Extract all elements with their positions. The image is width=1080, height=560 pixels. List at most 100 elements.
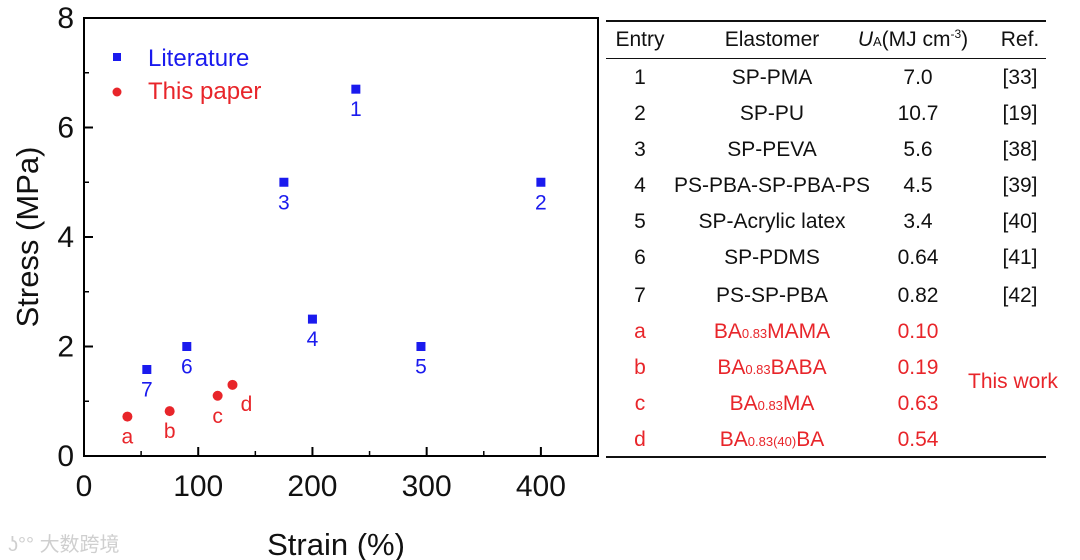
rowb-el-post: BABA [770,356,827,379]
rowd-el-post: BA [796,428,825,451]
table-top-rule [606,20,1046,22]
x-tick-label: 400 [516,470,566,503]
row1-ref: [33] [1002,66,1038,89]
point-label-1: 1 [350,98,362,121]
row7-entry: 7 [634,284,646,307]
row6-ref: [41] [1002,246,1038,269]
row3-elastomer: SP-PEVA [727,138,817,161]
point-7 [142,364,152,374]
row4-ref: [39] [1002,174,1038,197]
rowd-ua: 0.54 [897,428,939,451]
point-c [212,390,223,401]
watermark: ʖ°° 大数跨境 [8,528,120,557]
this-work-label: This work [968,370,1058,393]
point-label-5: 5 [415,356,427,379]
rowc-el-post: MA [782,392,815,415]
point-4 [307,314,317,324]
header-ref: Ref. [1000,28,1040,51]
y-axis-label: Stress (MPa) [10,147,45,328]
point-3 [279,177,289,187]
row5-ua: 3.4 [903,210,933,233]
y-tick-label: 8 [57,2,74,35]
row7-elastomer: PS-SP-PBA [715,284,829,307]
row4-elastomer: PS-PBA-SP-PBA-PS [673,174,871,197]
row1-ua: 7.0 [903,66,933,89]
rowa-ua: 0.10 [897,320,939,343]
row5-elastomer: SP-Acrylic latex [698,210,846,233]
point-label-3: 3 [278,191,290,214]
point-label-a: a [122,426,134,449]
legend-label-literature: Literature [148,45,249,72]
row4-entry: 4 [634,174,646,197]
rowd-el-sub: 0.83(40) [747,434,797,449]
header-ua-sup: -3 [950,27,962,41]
rowc-elastomer: BA0.83MA [730,392,815,416]
y-tick-label: 0 [57,440,74,473]
row7-ua: 0.82 [897,284,939,307]
row2-ua: 10.7 [897,102,939,125]
row3-ref: [38] [1002,138,1038,161]
table-bottom-rule [606,456,1046,458]
rowb-entry: b [634,356,646,379]
row6-ua: 0.64 [897,246,939,269]
rowa-el-post: MAMA [767,320,831,343]
row6-elastomer: SP-PDMS [724,246,820,269]
x-tick-label: 300 [402,470,452,503]
scatter-chart: 0 100 200 300 400 0 2 4 6 8 Strain (%) Stress (MPa)… [10,2,599,560]
header-ua-symbol: U [857,28,873,51]
rowc-el-sub: 0.83 [757,398,783,413]
header-ua: UA(MJ cm-3) [858,28,968,52]
header-elastomer: Elastomer [724,28,820,51]
rowd-elastomer: BA0.83(40)BA [720,428,824,452]
row5-entry: 5 [634,210,646,233]
point-label-d: d [241,393,253,416]
point-label-6: 6 [181,356,193,379]
rowa-el-sub: 0.83 [741,326,768,341]
row2-ref: [19] [1002,102,1038,125]
legend-label-this-paper: This paper [148,78,261,105]
point-1 [351,84,361,94]
rowb-el-pre: BA [717,356,746,379]
watermark-text: 大数跨境 [39,534,120,556]
point-5 [416,342,426,351]
y-tick-label: 6 [57,112,74,145]
point-a [122,411,133,422]
header-ua-close: ) [961,28,969,51]
rowc-ua: 0.63 [897,392,939,415]
header-ua-sub: A [873,34,882,49]
y-tick-label: 4 [57,221,74,254]
header-entry: Entry [615,28,665,51]
rowb-el-sub: 0.83 [745,362,771,377]
rowa-elastomer: BA0.83MAMA [714,320,830,344]
table-header-rule [606,58,1046,59]
y-tick-label: 2 [57,331,74,364]
row3-entry: 3 [634,138,646,161]
rowd-el-pre: BA [719,428,748,451]
point-2 [536,177,546,187]
point-label-4: 4 [307,328,319,351]
point-label-b: b [164,420,176,443]
watermark-logo-icon: ʖ°° [8,534,34,556]
x-axis-label: Strain (%) [267,527,405,560]
x-tick-label: 100 [173,470,223,503]
x-tick-label: 0 [76,470,93,503]
header-ua-unit: (MJ cm [881,28,951,51]
row6-entry: 6 [634,246,646,269]
row2-elastomer: SP-PU [739,102,805,125]
row4-ua: 4.5 [903,174,933,197]
rowc-el-pre: BA [729,392,758,415]
row1-elastomer: SP-PMA [731,66,813,89]
point-label-2: 2 [535,191,547,214]
point-label-7: 7 [141,378,153,401]
row7-ref: [42] [1002,284,1038,307]
rowb-elastomer: BA0.83BABA [717,356,826,380]
rowd-entry: d [634,428,646,451]
point-label-c: c [212,405,223,428]
row3-ua: 5.6 [903,138,933,161]
legend-marker-literature [113,53,121,61]
row5-ref: [40] [1002,210,1038,233]
rowa-el-pre: BA [713,320,742,343]
point-b [164,406,175,417]
rowc-entry: c [634,392,646,415]
legend-marker-this-paper [112,87,122,97]
